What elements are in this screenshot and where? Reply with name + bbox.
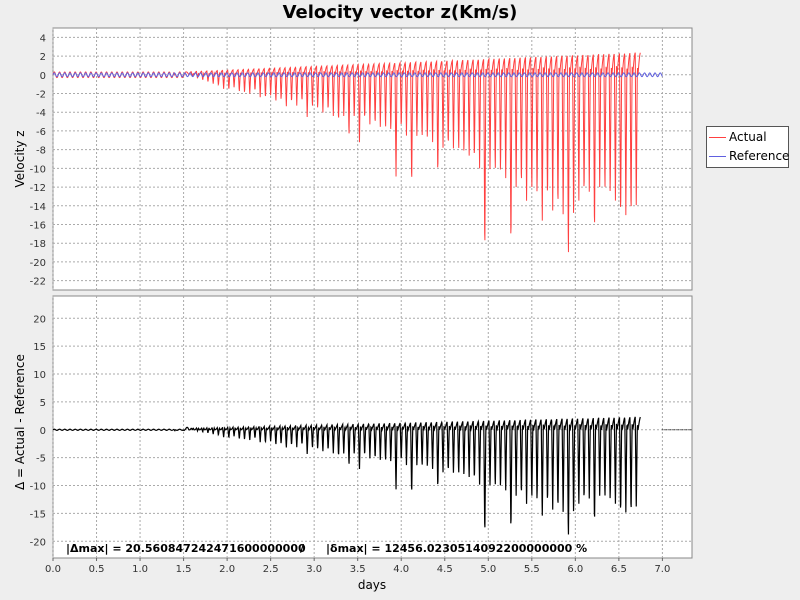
series-line-delta (52, 416, 641, 535)
y-tick-label-2-5: -5 (36, 454, 46, 465)
y-tick-label-2-1: 15 (33, 342, 46, 353)
x-tick-label-0: 0.0 (45, 564, 61, 575)
legend-swatch-reference (709, 156, 726, 157)
y-tick-label-1-3: -2 (36, 90, 46, 101)
y-tick-label-1-8: -12 (30, 183, 46, 194)
x-tick-label-5: 2.5 (263, 564, 279, 575)
legend-swatch-actual (709, 137, 726, 138)
x-tick-label-10: 5.0 (480, 564, 496, 575)
x-tick-label-12: 6.0 (567, 564, 583, 575)
series-line-reference (52, 72, 663, 78)
y-tick-label-1-12: -20 (30, 258, 46, 269)
series-line-actual (52, 52, 641, 253)
y-tick-label-1-10: -16 (30, 221, 46, 232)
y-tick-label-1-1: 2 (40, 52, 46, 63)
x-tick-label-11: 5.5 (524, 564, 540, 575)
x-tick-label-14: 7.0 (654, 564, 670, 575)
top-y-axis-label: Velocity z (13, 130, 27, 188)
x-tick-label-6: 3.0 (306, 564, 322, 575)
y-tick-label-2-4: 0 (40, 426, 46, 437)
x-tick-label-9: 4.5 (437, 564, 453, 575)
y-tick-label-1-9: -14 (30, 202, 46, 213)
legend-label-actual: Actual (729, 130, 767, 144)
chart-title: Velocity vector z(Km/s) (282, 2, 518, 23)
y-tick-label-1-5: -6 (36, 127, 46, 138)
y-tick-label-1-2: 0 (40, 71, 46, 82)
y-tick-label-2-2: 10 (33, 370, 46, 381)
x-tick-label-2: 1.0 (132, 564, 148, 575)
y-tick-label-1-6: -8 (36, 146, 46, 157)
legend-label-reference: Reference (729, 149, 790, 163)
bottom-y-axis-label: Δ = Actual - Reference (13, 354, 27, 490)
legend: Actual Reference (706, 126, 789, 168)
y-tick-label-2-8: -20 (30, 537, 46, 548)
delta-max-annotation: |Δmax| = 20.560847242471600000000 (66, 542, 306, 555)
y-tick-label-1-13: -22 (30, 277, 46, 288)
y-tick-label-2-7: -15 (30, 509, 46, 520)
y-tick-label-1-7: -10 (30, 164, 46, 175)
y-tick-label-1-4: -4 (36, 108, 46, 119)
x-tick-label-13: 6.5 (611, 564, 627, 575)
y-tick-label-1-0: 4 (40, 33, 46, 44)
relative-max-annotation: |δmax| = 12456.0230514092200000000 % (326, 542, 588, 555)
x-tick-label-4: 2.0 (219, 564, 235, 575)
x-tick-label-1: 0.5 (89, 564, 105, 575)
x-tick-label-3: 1.5 (176, 564, 192, 575)
annotation-separator: / (300, 542, 305, 555)
x-tick-label-7: 3.5 (350, 564, 366, 575)
x-tick-label-8: 4.0 (393, 564, 409, 575)
y-tick-label-1-11: -18 (30, 239, 46, 250)
y-tick-label-2-3: 5 (40, 398, 46, 409)
y-tick-label-2-0: 20 (33, 314, 46, 325)
y-tick-label-2-6: -10 (30, 482, 46, 493)
x-axis-label: days (357, 578, 387, 592)
